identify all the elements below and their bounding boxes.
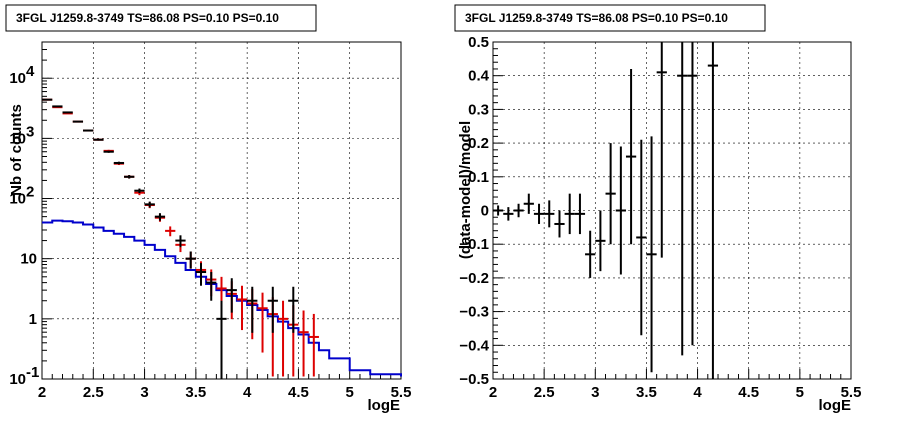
chart-title-left: 3FGL J1259.8-3749 TS=86.08 PS=0.10 PS=0.…	[16, 11, 279, 25]
y-ticks-right: −0.5 −0.4 −0.3 −0.2 −0.1 0 0.1 0.2 0.3 0.4 0.5	[459, 34, 489, 388]
y-tick-label: 10	[9, 130, 26, 147]
y-tick-label: −0.1	[459, 236, 489, 253]
y-tick-label: 0.2	[468, 135, 489, 152]
x-tick-label: 5	[796, 384, 804, 401]
title-box-left	[5, 4, 317, 32]
x-axis-label-right: logE	[819, 397, 852, 414]
x-tick-label: 3	[140, 384, 148, 401]
x-tick-label: 3	[591, 384, 599, 401]
x-tick-label: 4	[693, 384, 702, 401]
grid-right	[492, 41, 852, 380]
x-tick-label: 5	[346, 384, 354, 401]
y-tick-label: −0.4	[459, 337, 489, 354]
x-tick-label: 3.5	[636, 384, 657, 401]
x-tick-label: 4.5	[738, 384, 759, 401]
x-axis-label-left: logE	[368, 397, 401, 414]
grid-left	[41, 41, 402, 380]
y-tick-label: −0.2	[459, 270, 489, 287]
x-tick-label: 2.5	[83, 384, 104, 401]
model-line	[42, 219, 402, 377]
marks-left	[42, 98, 402, 379]
x-tick-label: 4.5	[288, 384, 309, 401]
y-tick-label: 0.1	[468, 169, 489, 186]
y-tick-label: 1	[29, 311, 37, 328]
y-axis-label-right: (data-model)/model	[457, 121, 474, 259]
title-box-right	[454, 4, 766, 32]
x-tick-label: 5.5	[841, 384, 862, 401]
y-tick-label: 0	[481, 203, 489, 220]
y-tick-exponent: 3	[26, 123, 34, 140]
x-tick-label: 2	[38, 384, 46, 401]
y-tick-exponent: 2	[26, 184, 34, 201]
y-tick-label: −0.5	[459, 371, 489, 388]
y-tick-label: −0.3	[459, 304, 489, 321]
x-tick-label: 4	[243, 384, 252, 401]
y-tick-label: 0.3	[468, 101, 489, 118]
x-tick-label: 5.5	[391, 384, 412, 401]
y-tick-label: 0.4	[468, 68, 490, 85]
x-tick-label: 2.5	[534, 384, 555, 401]
x-ticks-left: 2 2.5 3 3.5 4 4.5 5 5.5	[38, 384, 412, 401]
panel-counts: 3FGL J1259.8-3749 TS=86.08 PS=0.10 PS=0.…	[5, 4, 412, 414]
x-ticks-right: 2 2.5 3 3.5 4 4.5 5 5.5	[489, 384, 862, 401]
x-tick-label: 3.5	[185, 384, 206, 401]
y-tick-label: 10	[9, 70, 26, 87]
y-tick-exponent: -1	[26, 364, 39, 381]
y-axis-label-left: Nb of counts	[8, 104, 25, 196]
panel-residuals: 3FGL J1259.8-3749 TS=86.08 PS=0.10 PS=0.…	[454, 4, 862, 414]
y-tick-exponent: 4	[26, 63, 35, 80]
y-tick-label: 10	[20, 251, 37, 268]
chart-title-right: 3FGL J1259.8-3749 TS=86.08 PS=0.10 PS=0.…	[465, 11, 728, 25]
x-tick-label: 2	[489, 384, 497, 401]
plot-frame-left	[41, 41, 402, 380]
plot-frame-right	[492, 41, 852, 380]
y-tick-label: 0.5	[468, 34, 489, 51]
y-tick-label: 10	[9, 191, 26, 208]
marks-right	[493, 42, 719, 379]
y-tick-label: 10	[9, 371, 26, 388]
